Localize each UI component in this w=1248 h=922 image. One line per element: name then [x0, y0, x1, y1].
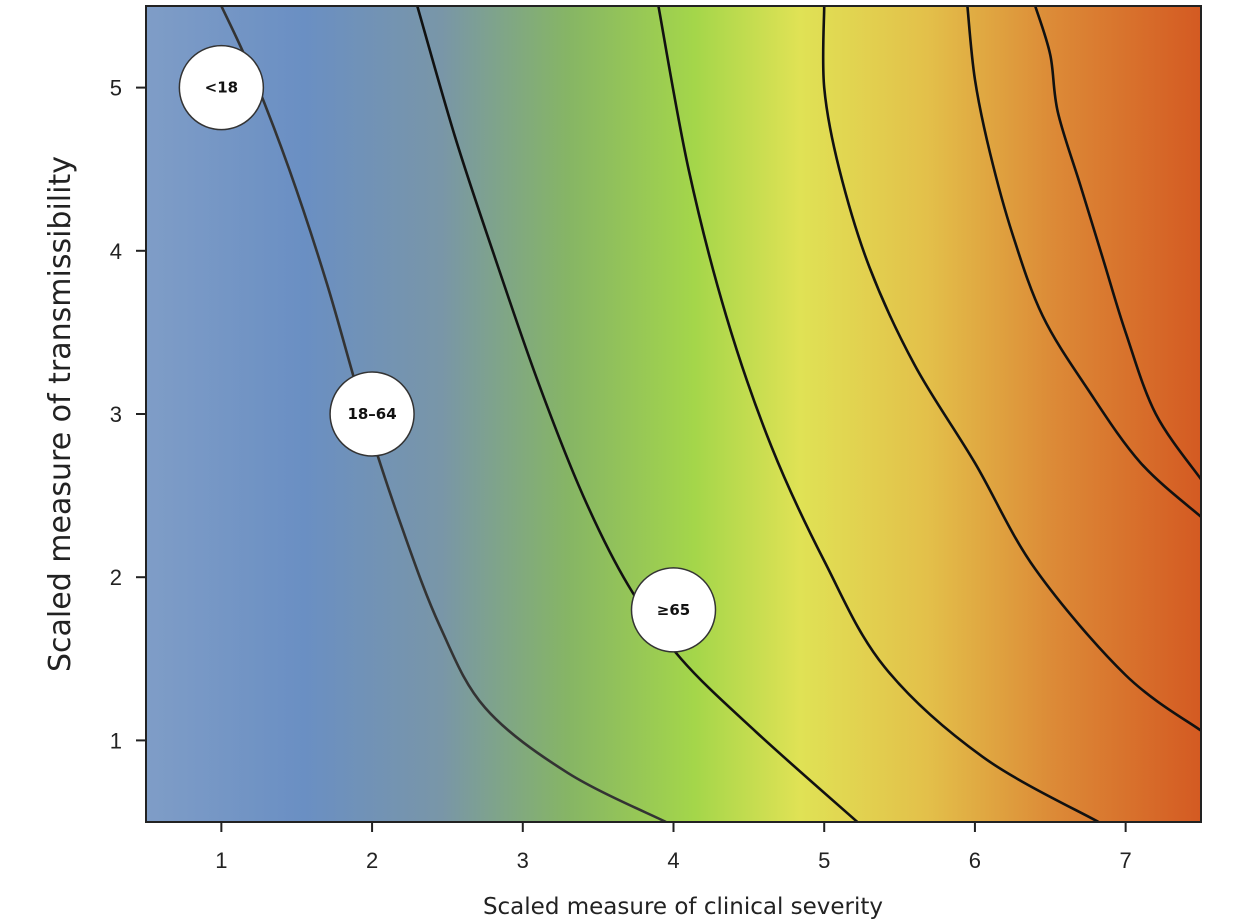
marker-label: 18–64	[347, 405, 396, 423]
contour-line-4	[821, 6, 1201, 732]
age-group-marker: ≥65	[630, 567, 717, 653]
contour-line-2	[416, 6, 859, 822]
marker-circle	[178, 44, 265, 131]
x-axis: 1 2 3 4 5 6 7	[215, 822, 1132, 873]
x-tick-label: 7	[1120, 848, 1132, 873]
age-group-marker: <18	[178, 44, 265, 131]
y-axis: 1 2 3 4 5	[110, 76, 146, 753]
y-tick-label: 2	[110, 565, 122, 590]
y-tick-label: 1	[110, 728, 122, 753]
plot-area	[146, 6, 1201, 822]
marker-circle	[630, 567, 717, 653]
contour-line-5	[966, 6, 1201, 518]
contour-lines	[220, 6, 1201, 822]
contour-line-3	[657, 6, 1100, 822]
contour-line-1	[220, 6, 667, 822]
heatmap-background	[146, 6, 1201, 822]
x-tick-label: 2	[366, 848, 378, 873]
x-axis-title: Scaled measure of clinical severity	[483, 894, 883, 920]
y-tick-label: 3	[110, 402, 122, 427]
x-tick-label: 6	[969, 848, 981, 873]
x-tick-label: 5	[818, 848, 830, 873]
marker-label: ≥65	[657, 601, 690, 619]
age-group-markers: <18 18–64 ≥65	[178, 44, 717, 653]
y-axis-title: Scaled measure of transmissibility	[43, 156, 78, 672]
marker-circle	[329, 371, 415, 457]
age-group-marker: 18–64	[329, 371, 415, 457]
y-tick-label: 4	[110, 239, 122, 264]
x-tick-label: 3	[517, 848, 529, 873]
contour-line-6	[1033, 6, 1201, 481]
y-tick-label: 5	[110, 76, 122, 101]
x-tick-label: 4	[667, 848, 679, 873]
x-tick-label: 1	[215, 848, 227, 873]
marker-label: <18	[205, 79, 238, 97]
